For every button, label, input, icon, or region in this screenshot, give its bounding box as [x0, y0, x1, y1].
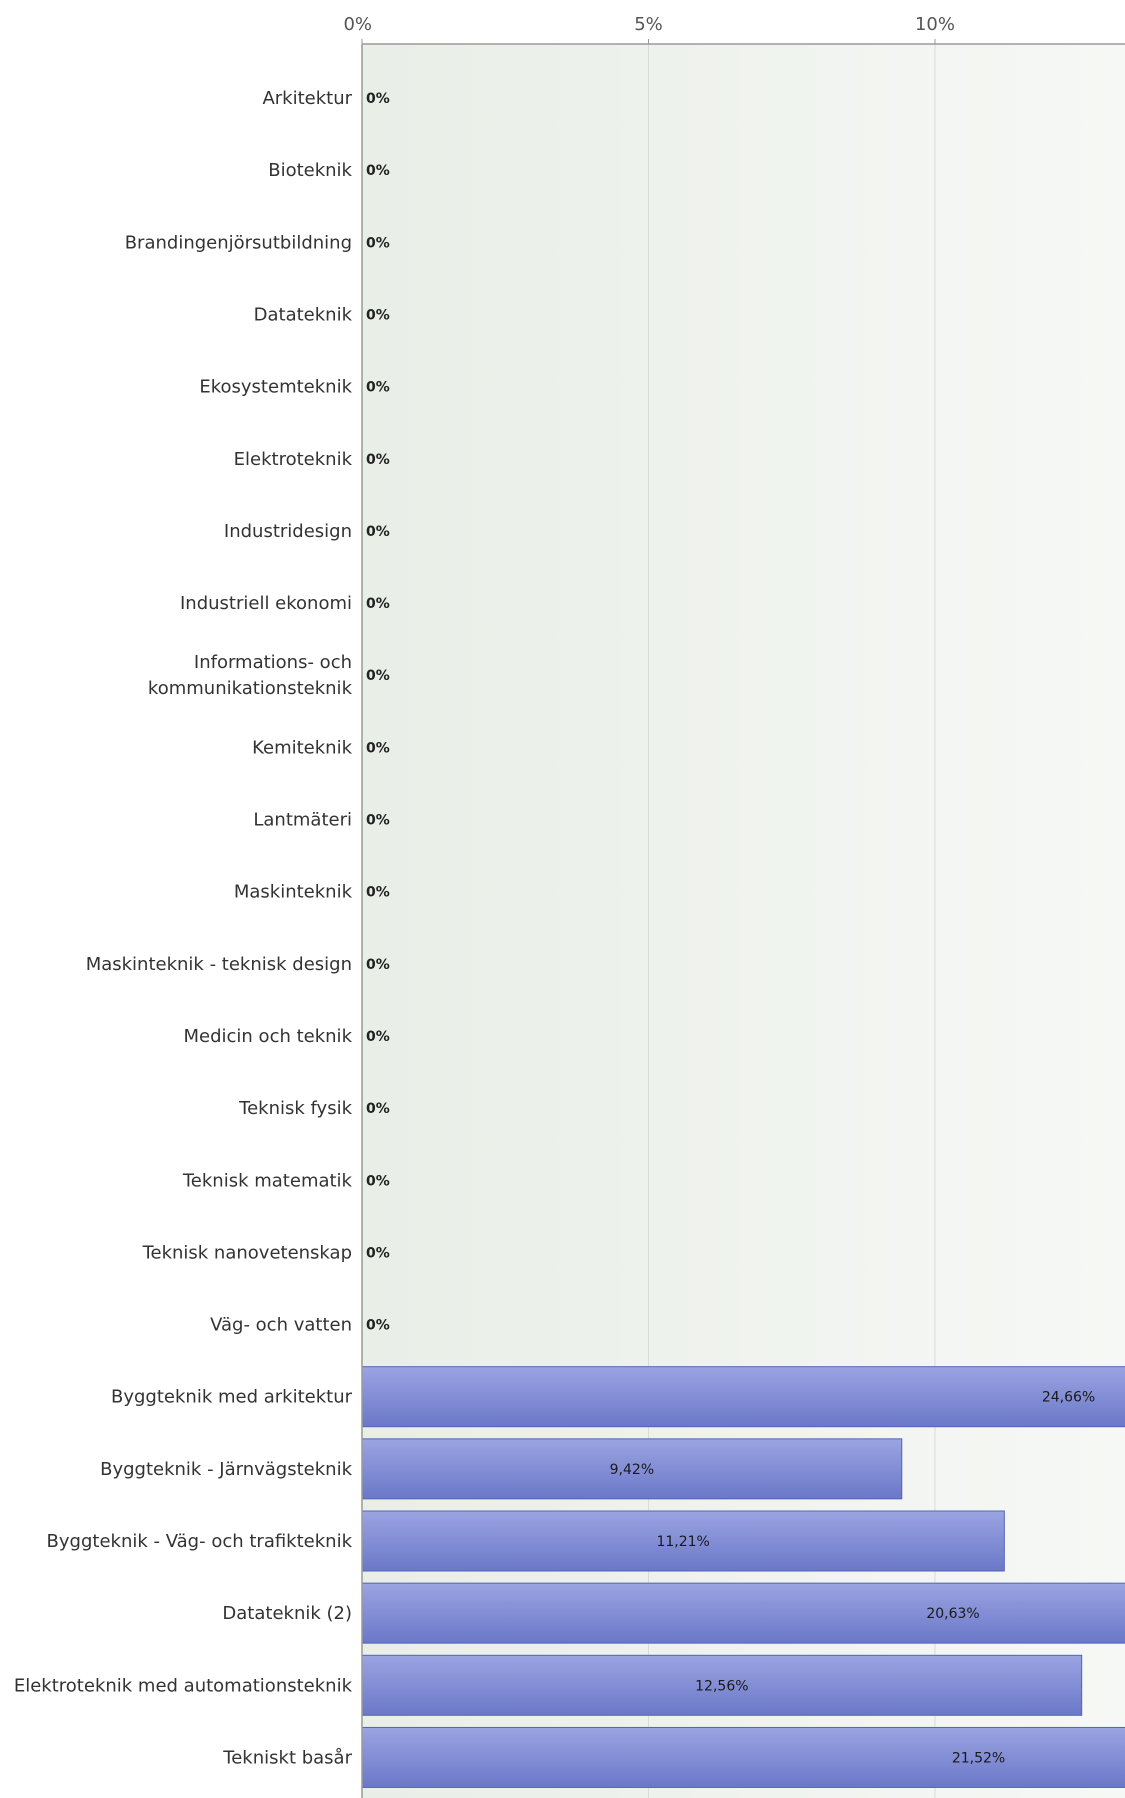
category-labels: Arkitektur Bioteknik Brandingenjörsutbildn… [14, 88, 353, 1768]
category-label-line: Industridesign [224, 521, 352, 542]
category-label-line: Ekosystemteknik [199, 377, 352, 398]
category-label: Byggteknik - Järnvägsteknik [100, 1459, 352, 1480]
category-label: Maskinteknik - teknisk design [86, 954, 352, 975]
x-tick-label: 5% [634, 14, 663, 35]
bar-value-label: 24,66% [1042, 1390, 1095, 1406]
category-label: Maskinteknik [234, 882, 353, 903]
category-label-line: Bioteknik [268, 160, 352, 181]
bar-value-label: 0% [366, 1029, 390, 1045]
category-label-line: Elektroteknik [234, 449, 353, 470]
category-label-line: Maskinteknik [234, 882, 353, 903]
bar-value-label: 0% [366, 740, 390, 756]
bar-value-label: 0% [366, 235, 390, 251]
category-label: Medicin och teknik [184, 1026, 353, 1047]
bar-value-label: 0% [366, 380, 390, 396]
category-label-line: Maskinteknik - teknisk design [86, 954, 352, 975]
category-label-line: Kemiteknik [252, 737, 352, 758]
category-label: Kemiteknik [252, 737, 352, 758]
category-label: Teknisk nanovetenskap [142, 1242, 352, 1263]
category-label: Datateknik [254, 304, 353, 325]
category-label: Lantmäteri [253, 810, 352, 831]
category-label-line: Byggteknik - Väg- och trafikteknik [47, 1531, 353, 1552]
bar-value-label: 0% [366, 307, 390, 323]
category-label: Bioteknik [268, 160, 352, 181]
bar [361, 1366, 1125, 1428]
category-label: Ekosystemteknik [199, 377, 352, 398]
category-label: Informations- och kommunikationsteknik [148, 652, 353, 699]
category-label: Tekniskt basår [222, 1747, 352, 1768]
x-tick-label: 0% [343, 14, 372, 35]
bar-value-label: 0% [366, 163, 390, 179]
category-label-line: Byggteknik - Järnvägsteknik [100, 1459, 352, 1480]
category-label: Byggteknik - Väg- och trafikteknik [47, 1531, 353, 1552]
bar [361, 1510, 1005, 1572]
plot-area [362, 44, 1125, 1798]
bar-value-label: 0% [366, 596, 390, 612]
category-label-line: Industriell ekonomi [180, 593, 352, 614]
category-label: Datateknik (2) [222, 1603, 352, 1624]
bar [361, 1582, 1125, 1644]
bar-value-label: 0% [366, 1245, 390, 1261]
category-label: Teknisk matematik [182, 1170, 353, 1191]
bar-value-label: 0% [366, 1101, 390, 1117]
category-label-line: Elektroteknik med automationsteknik [14, 1675, 353, 1696]
category-label-line: Brandingenjörsutbildning [125, 232, 352, 253]
category-label-line: Lantmäteri [253, 810, 352, 831]
bar-value-label: 0% [366, 524, 390, 540]
category-label: Industridesign [224, 521, 352, 542]
bar-value-label: 0% [366, 1318, 390, 1334]
bar-value-label: 0% [366, 91, 390, 107]
bar-value-label: 9,42% [610, 1462, 654, 1478]
category-label-line: Datateknik [254, 304, 353, 325]
bar-value-label: 0% [366, 813, 390, 829]
bar [361, 1438, 903, 1500]
category-label-line: Tekniskt basår [222, 1747, 352, 1768]
x-tick-label: 10% [915, 14, 955, 35]
category-label-line: Medicin och teknik [184, 1026, 353, 1047]
category-label-line: Byggteknik med arkitektur [111, 1387, 353, 1408]
bar-value-label: 0% [366, 885, 390, 901]
category-label-line: Teknisk matematik [182, 1170, 353, 1191]
bar-value-label: 0% [366, 668, 390, 684]
bars [361, 1366, 1125, 1788]
category-label: Väg- och vatten [210, 1315, 352, 1336]
bar-value-label: 0% [366, 452, 390, 468]
bar [361, 1654, 1083, 1716]
bar [361, 1726, 1125, 1788]
x-axis-ticks: 0%5%10%15%20%25% [343, 14, 955, 44]
bar-value-label: 21,52% [952, 1750, 1005, 1766]
category-label: Byggteknik med arkitektur [111, 1387, 353, 1408]
category-label: Arkitektur [262, 88, 352, 109]
bar-value-label: 0% [366, 957, 390, 973]
category-label: Industriell ekonomi [180, 593, 352, 614]
bar-value-label: 20,63% [926, 1606, 979, 1622]
value-labels: 0% 0% 0% 0% 0% 0% 0% 0% 0% 0% 0% 0% 0% 0% 0% 0% 0% 0% 24,6… [366, 91, 1095, 1766]
category-label: Elektroteknik [234, 449, 353, 470]
category-label-line: Teknisk nanovetenskap [142, 1242, 352, 1263]
bar-value-label: 0% [366, 1173, 390, 1189]
category-label: Brandingenjörsutbildning [125, 232, 352, 253]
category-label-line: Teknisk fysik [238, 1098, 352, 1119]
grid-lines [648, 44, 936, 1798]
category-label-line: kommunikationsteknik [148, 678, 353, 699]
category-label-line: Arkitektur [262, 88, 352, 109]
category-label-line: Väg- och vatten [210, 1315, 352, 1336]
category-label-line: Informations- och [194, 652, 352, 673]
category-label: Teknisk fysik [238, 1098, 352, 1119]
category-label: Elektroteknik med automationsteknik [14, 1675, 353, 1696]
category-label-line: Datateknik (2) [222, 1603, 352, 1624]
bar-value-label: 12,56% [695, 1678, 748, 1694]
bar-value-label: 11,21% [656, 1534, 709, 1550]
